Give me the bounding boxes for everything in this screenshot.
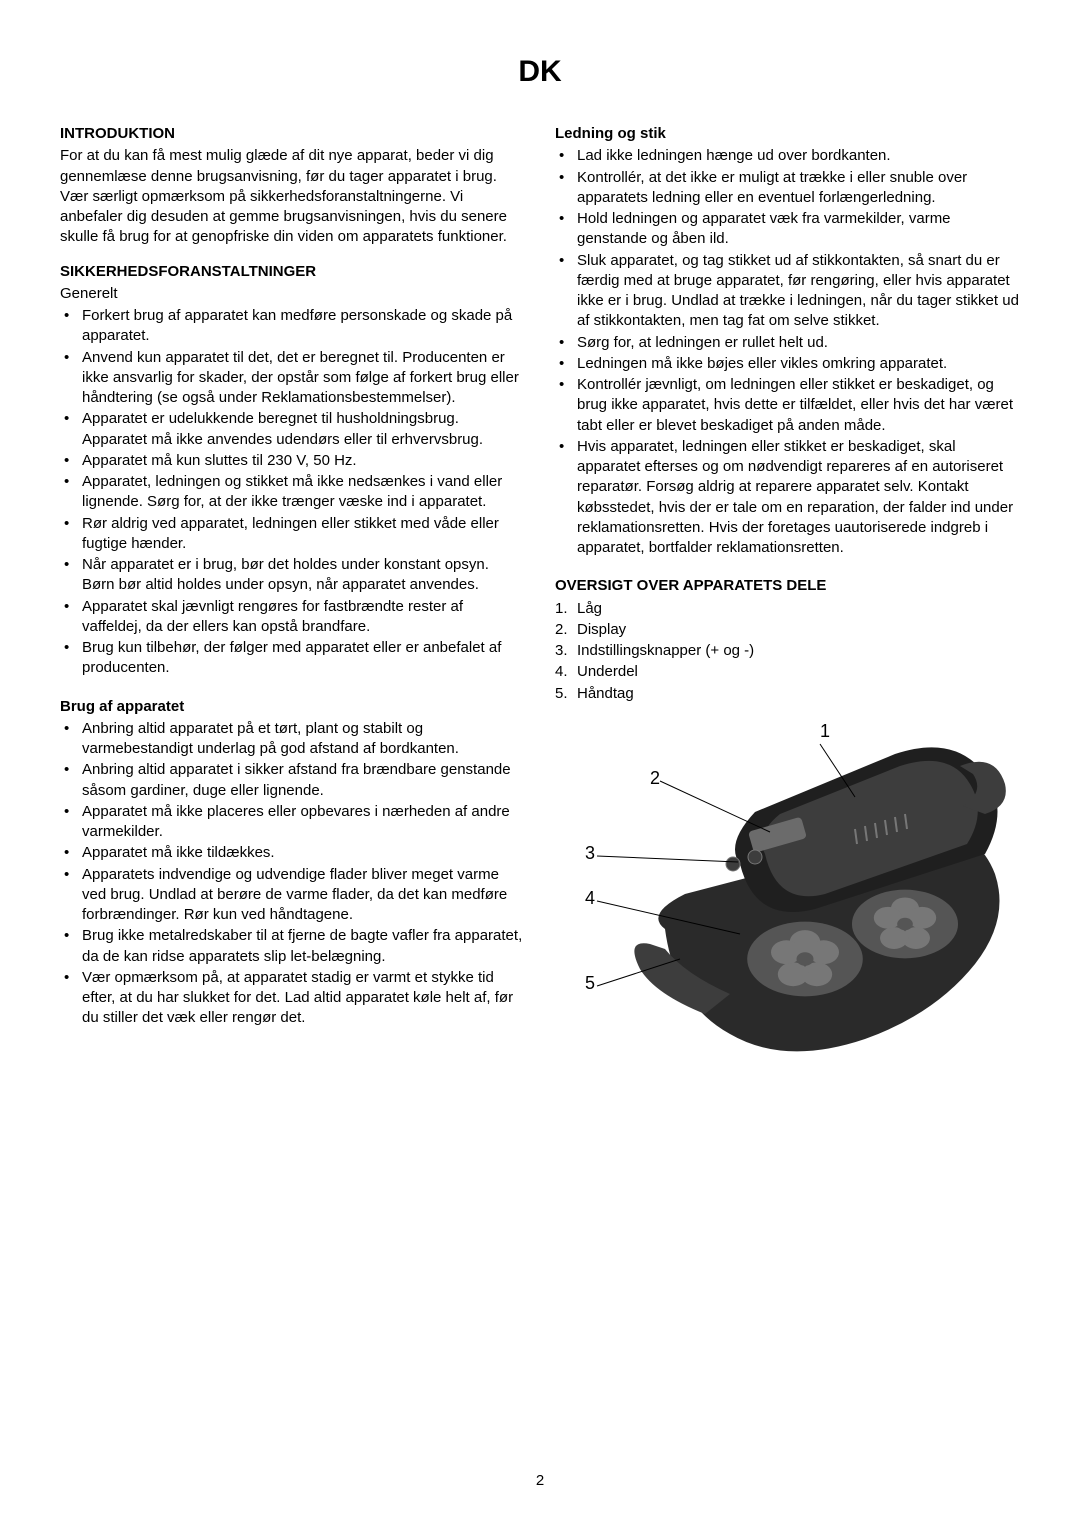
- svg-text:5: 5: [585, 973, 595, 993]
- list-item: Hvis apparatet, ledningen eller stikket …: [555, 437, 1020, 559]
- use-heading: Brug af apparatet: [60, 697, 525, 717]
- right-column: Ledning og stik Lad ikke ledningen hænge…: [555, 124, 1020, 1080]
- list-item: Rør aldrig ved apparatet, ledningen elle…: [60, 514, 525, 555]
- list-item: Apparatet må ikke tildækkes.: [60, 843, 525, 863]
- list-item: Apparatet skal jævnligt rengøres for fas…: [60, 597, 525, 638]
- list-item: Anvend kun apparatet til det, det er ber…: [60, 348, 525, 409]
- list-item: Sørg for, at ledningen er rullet helt ud…: [555, 333, 1020, 353]
- safety-general-list: Forkert brug af apparatet kan medføre pe…: [60, 306, 525, 679]
- list-item: Sluk apparatet, og tag stikket ud af sti…: [555, 251, 1020, 332]
- overview-heading: OVERSIGT OVER APPARATETS DELE: [555, 576, 1020, 596]
- list-item: Hold ledningen og apparatet væk fra varm…: [555, 209, 1020, 250]
- list-item: Forkert brug af apparatet kan medføre pe…: [60, 306, 525, 347]
- page-title: DK: [60, 55, 1020, 89]
- overview-list: LågDisplayIndstillingsknapper (+ og -)Un…: [555, 599, 1020, 704]
- list-item: Apparatet, ledningen og stikket må ikke …: [60, 472, 525, 513]
- intro-body: For at du kan få mest mulig glæde af dit…: [60, 146, 525, 247]
- list-item: Apparatet må kun sluttes til 230 V, 50 H…: [60, 451, 525, 471]
- cord-heading: Ledning og stik: [555, 124, 1020, 144]
- list-item: Håndtag: [555, 684, 1020, 704]
- list-item: Kontrollér jævnligt, om ledningen eller …: [555, 375, 1020, 436]
- list-item: Når apparatet er i brug, bør det holdes …: [60, 555, 525, 596]
- svg-text:3: 3: [585, 843, 595, 863]
- list-item: Apparatet er udelukkende beregnet til hu…: [60, 409, 525, 450]
- list-item: Underdel: [555, 662, 1020, 682]
- list-item: Lad ikke ledningen hænge ud over bordkan…: [555, 146, 1020, 166]
- columns: INTRODUKTION For at du kan få mest mulig…: [60, 124, 1020, 1080]
- safety-heading: SIKKERHEDSFORANSTALTNINGER: [60, 262, 525, 282]
- list-item: Anbring altid apparatet i sikker afstand…: [60, 760, 525, 801]
- svg-text:2: 2: [650, 768, 660, 788]
- list-item: Display: [555, 620, 1020, 640]
- list-item: Indstillingsknapper (+ og -): [555, 641, 1020, 661]
- safety-general-label: Generelt: [60, 284, 525, 304]
- list-item: Vær opmærksom på, at apparatet stadig er…: [60, 968, 525, 1029]
- cord-list: Lad ikke ledningen hænge ud over bordkan…: [555, 146, 1020, 558]
- list-item: Apparatets indvendige og udvendige flade…: [60, 865, 525, 926]
- intro-heading: INTRODUKTION: [60, 124, 525, 144]
- list-item: Kontrollér, at det ikke er muligt at træ…: [555, 168, 1020, 209]
- svg-text:1: 1: [820, 721, 830, 741]
- use-list: Anbring altid apparatet på et tørt, plan…: [60, 719, 525, 1029]
- list-item: Apparatet må ikke placeres eller opbevar…: [60, 802, 525, 843]
- page-number: 2: [0, 1472, 1080, 1489]
- list-item: Brug ikke metalredskaber til at fjerne d…: [60, 926, 525, 967]
- list-item: Brug kun tilbehør, der følger med appara…: [60, 638, 525, 679]
- list-item: Ledningen må ikke bøjes eller vikles omk…: [555, 354, 1020, 374]
- list-item: Anbring altid apparatet på et tørt, plan…: [60, 719, 525, 760]
- svg-text:4: 4: [585, 888, 595, 908]
- left-column: INTRODUKTION For at du kan få mest mulig…: [60, 124, 525, 1080]
- list-item: Låg: [555, 599, 1020, 619]
- product-diagram: 1 2 3 4 5: [555, 714, 1020, 1080]
